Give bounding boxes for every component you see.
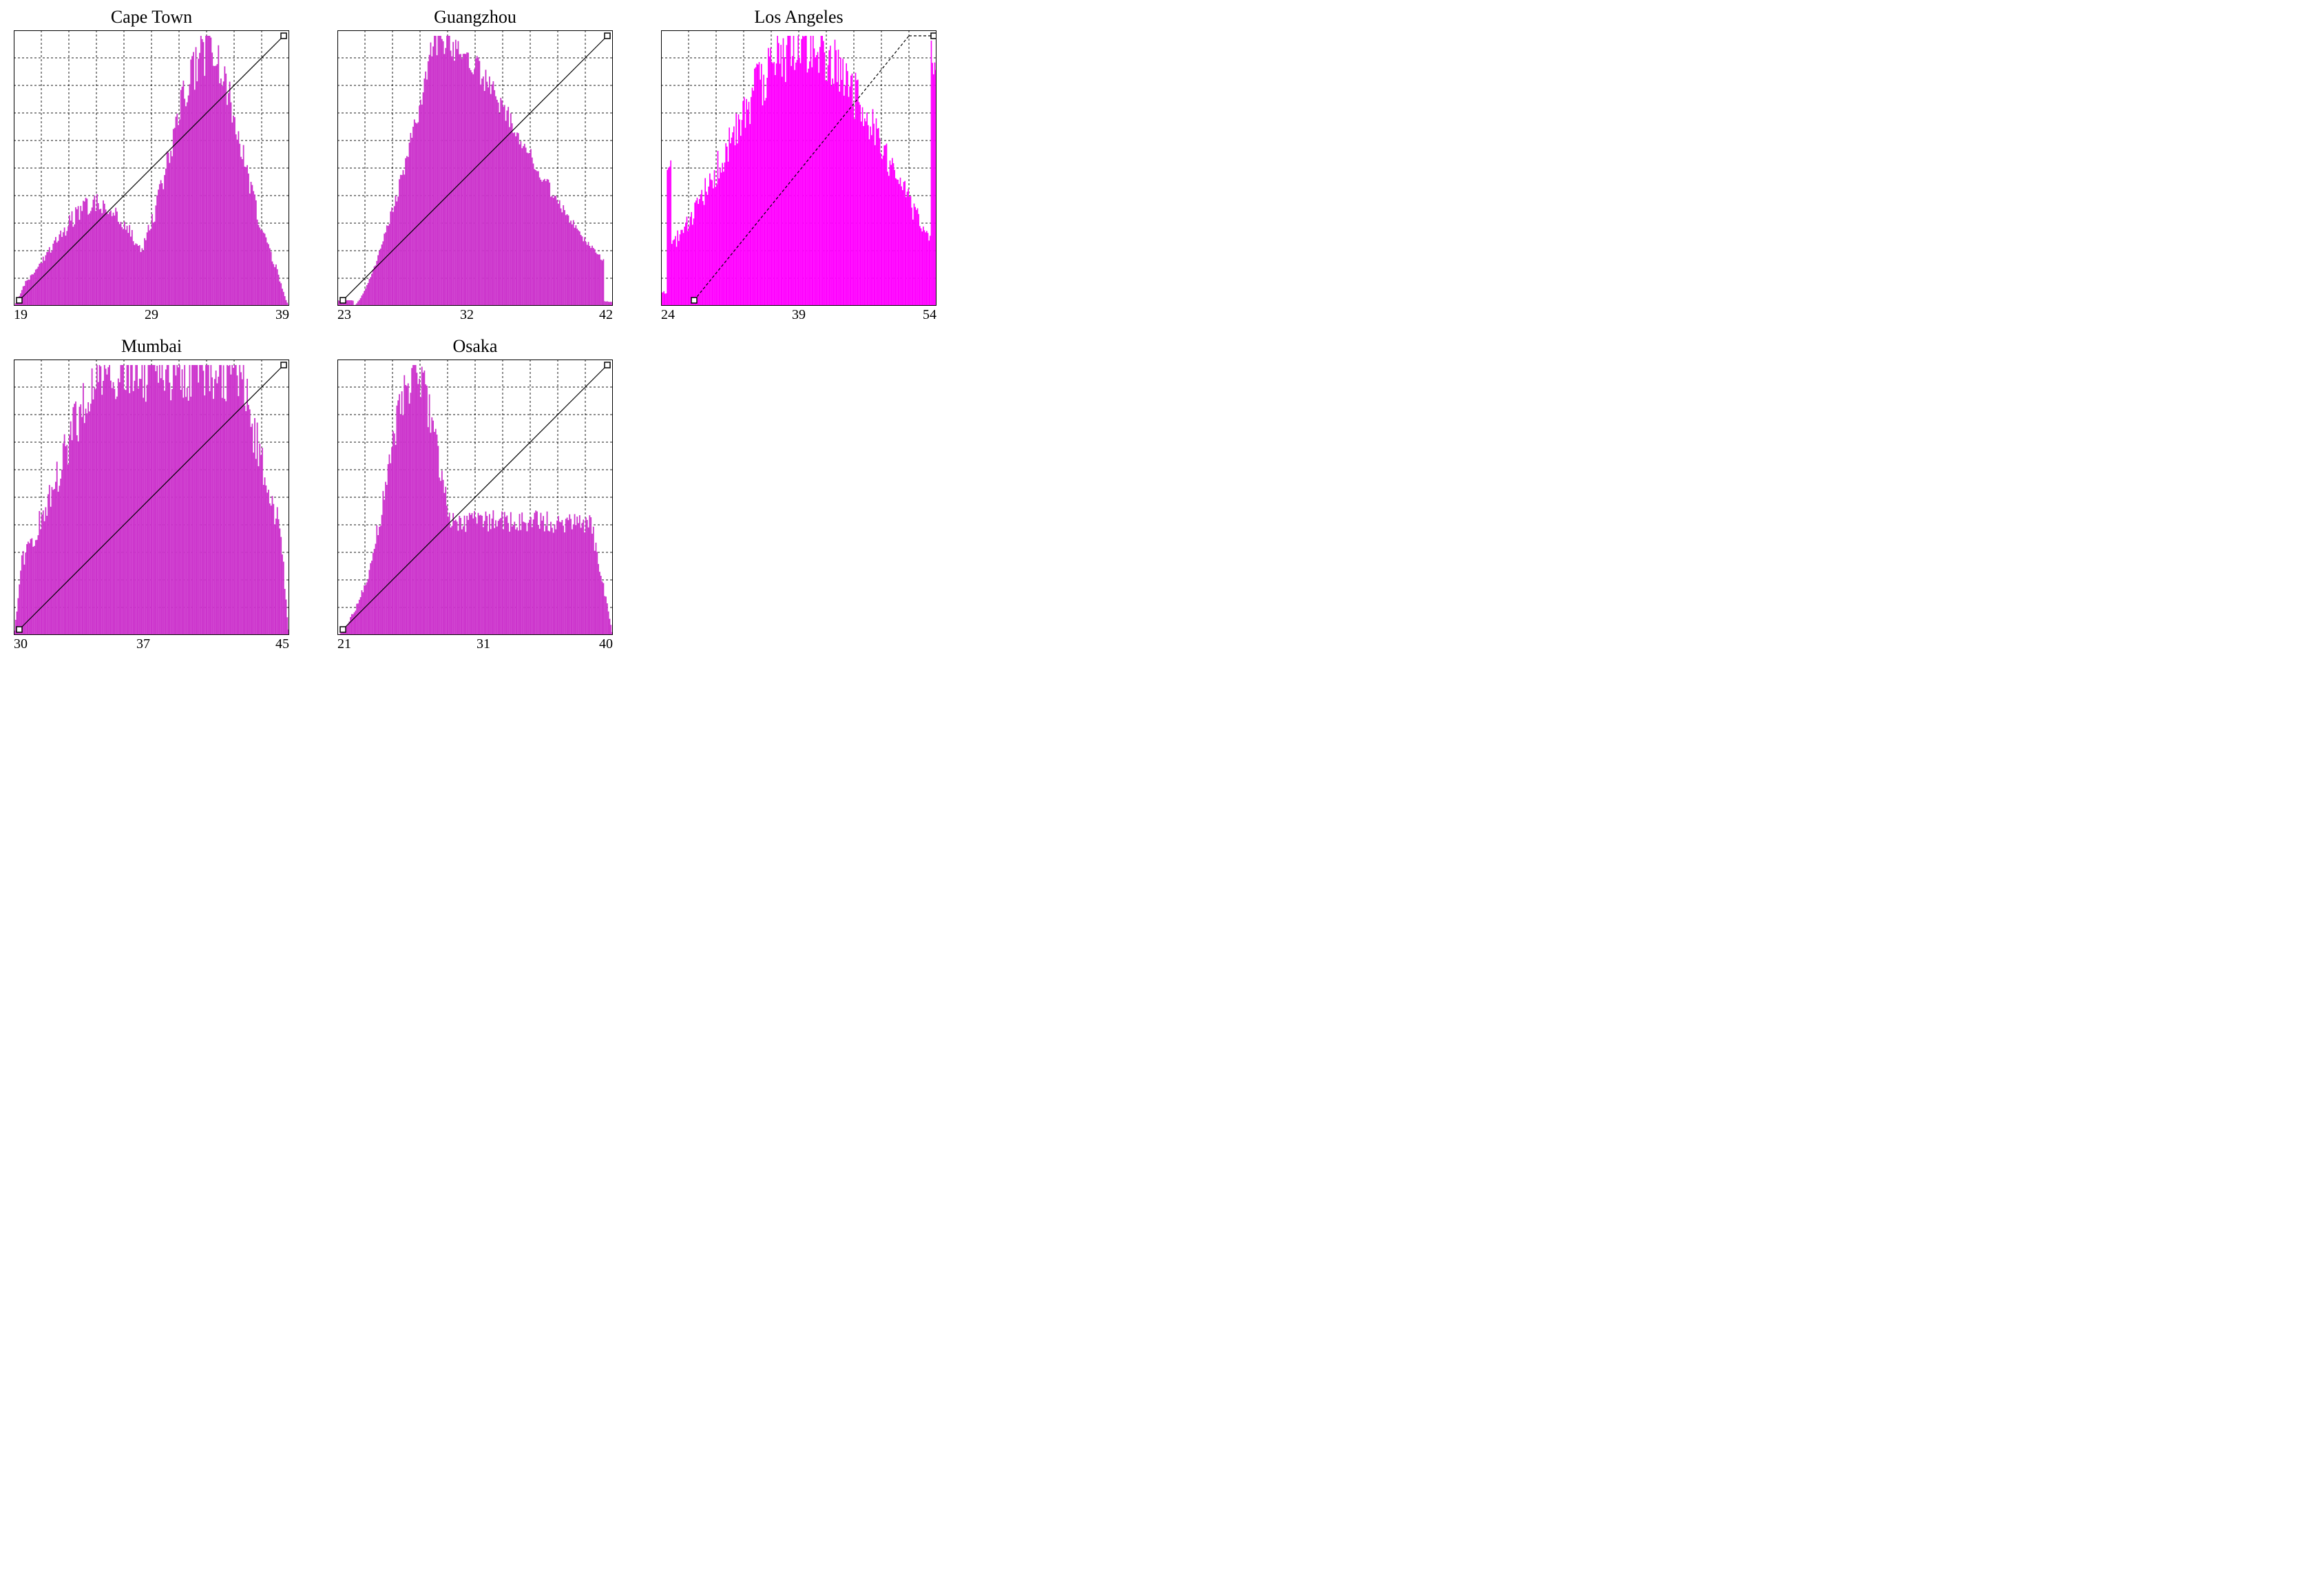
- x-tick-label: 23: [337, 307, 351, 323]
- panel-mumbai: Mumbai 30 37 45: [14, 336, 289, 652]
- panel-title: Guangzhou: [434, 7, 516, 28]
- x-tick-label: 40: [599, 636, 613, 652]
- x-tick-label: 32: [460, 307, 474, 323]
- panel-cape-town: Cape Town 19 29 39: [14, 7, 289, 322]
- histogram-plot: [14, 30, 289, 306]
- histogram-plot: [661, 30, 936, 306]
- x-tick-label: 54: [923, 307, 936, 323]
- panel-title: Mumbai: [121, 336, 182, 357]
- x-tick-label: 24: [661, 307, 675, 323]
- panel-guangzhou: Guangzhou 23 32 42: [337, 7, 613, 322]
- panel-title: Osaka: [453, 336, 498, 357]
- panel-title: Cape Town: [111, 7, 192, 28]
- chart-row-2: Mumbai 30 37 45 Osaka 21 31 40: [14, 336, 992, 652]
- x-tick-label: 31: [477, 636, 490, 652]
- panel-title: Los Angeles: [754, 7, 843, 28]
- histogram-plot: [337, 30, 613, 306]
- x-tick-label: 42: [599, 307, 613, 323]
- x-tick-label: 21: [337, 636, 351, 652]
- x-axis-labels: 24 39 54: [661, 306, 936, 322]
- x-axis-labels: 21 31 40: [337, 635, 613, 652]
- x-axis-labels: 30 37 45: [14, 635, 289, 652]
- x-axis-labels: 23 32 42: [337, 306, 613, 322]
- x-tick-label: 37: [136, 636, 150, 652]
- x-tick-label: 39: [275, 307, 289, 323]
- panel-osaka: Osaka 21 31 40: [337, 336, 613, 652]
- x-tick-label: 19: [14, 307, 28, 323]
- x-tick-label: 30: [14, 636, 28, 652]
- histogram-plot: [14, 360, 289, 635]
- x-tick-label: 29: [145, 307, 158, 323]
- panel-los-angeles: Los Angeles 24 39 54: [661, 7, 936, 322]
- chart-grid: Cape Town 19 29 39 Guangzhou 23 32 42 Los An…: [0, 0, 1005, 686]
- histogram-plot: [337, 360, 613, 635]
- x-tick-label: 39: [792, 307, 806, 323]
- x-tick-label: 45: [275, 636, 289, 652]
- x-axis-labels: 19 29 39: [14, 306, 289, 322]
- chart-row-1: Cape Town 19 29 39 Guangzhou 23 32 42 Los An…: [14, 7, 992, 322]
